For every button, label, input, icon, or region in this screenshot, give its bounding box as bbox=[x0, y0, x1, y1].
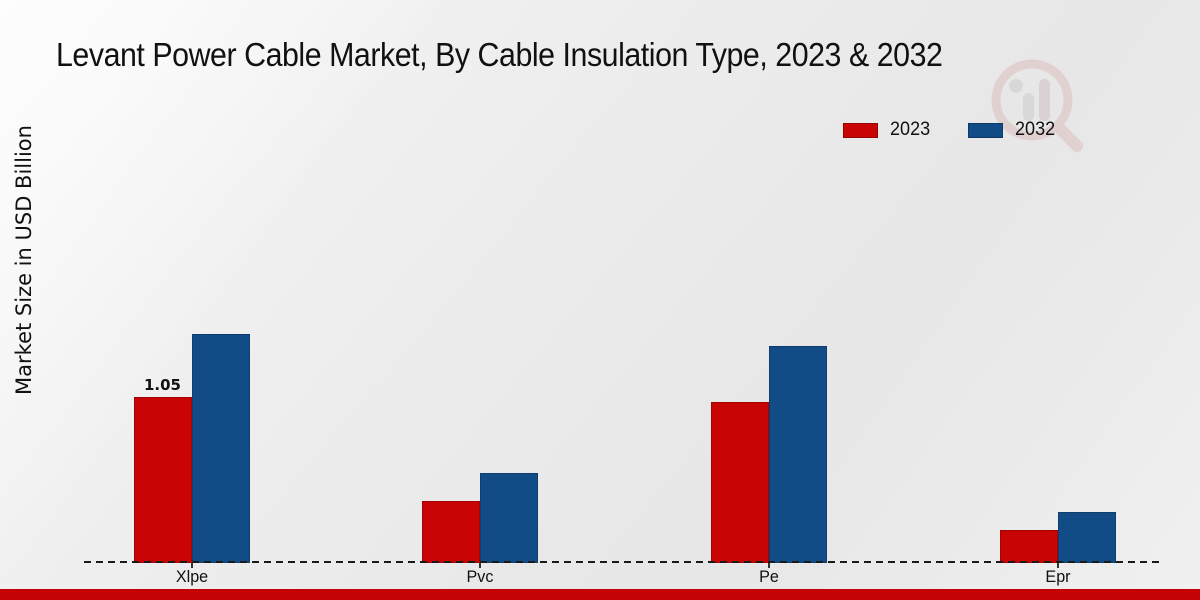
x-axis-tick bbox=[479, 563, 482, 568]
legend-item-2023: 2023 bbox=[843, 119, 932, 141]
x-tick-label-epr: Epr bbox=[1044, 567, 1071, 586]
x-axis-tick bbox=[767, 563, 770, 568]
legend-swatch-2023 bbox=[843, 122, 878, 138]
x-axis-baseline bbox=[84, 561, 1164, 563]
legend-swatch-2032 bbox=[968, 122, 1004, 138]
bar-2032-pvc bbox=[480, 473, 539, 563]
x-axis-tick bbox=[1056, 563, 1059, 568]
bar-2032-pe bbox=[768, 346, 827, 563]
legend-item-2032: 2032 bbox=[968, 119, 1057, 141]
bar-2032-epr bbox=[1057, 512, 1116, 563]
legend-label-2023: 2023 bbox=[890, 119, 931, 140]
footer-accent-bar bbox=[0, 589, 1200, 600]
data-label-xlpe-2023: 1.05 bbox=[143, 376, 181, 394]
chart-title: Levant Power Cable Market, By Cable Insu… bbox=[56, 36, 943, 73]
bar-2032-xlpe bbox=[191, 334, 250, 563]
bar-2023-xlpe bbox=[133, 397, 192, 563]
bar-2023-pvc bbox=[422, 501, 481, 563]
bar-2023-pe bbox=[710, 402, 769, 563]
bar-2023-epr bbox=[999, 530, 1058, 563]
x-tick-label-pe: Pe bbox=[759, 567, 779, 586]
magnifier-bar-chart-logo-icon bbox=[991, 59, 1084, 153]
x-tick-label-xlpe: Xlpe bbox=[175, 567, 208, 586]
x-tick-label-pvc: Pvc bbox=[466, 567, 494, 586]
legend-label-2032: 2032 bbox=[1015, 119, 1056, 140]
x-axis-tick bbox=[190, 563, 193, 568]
legend: 2023 2032 bbox=[843, 119, 1058, 141]
